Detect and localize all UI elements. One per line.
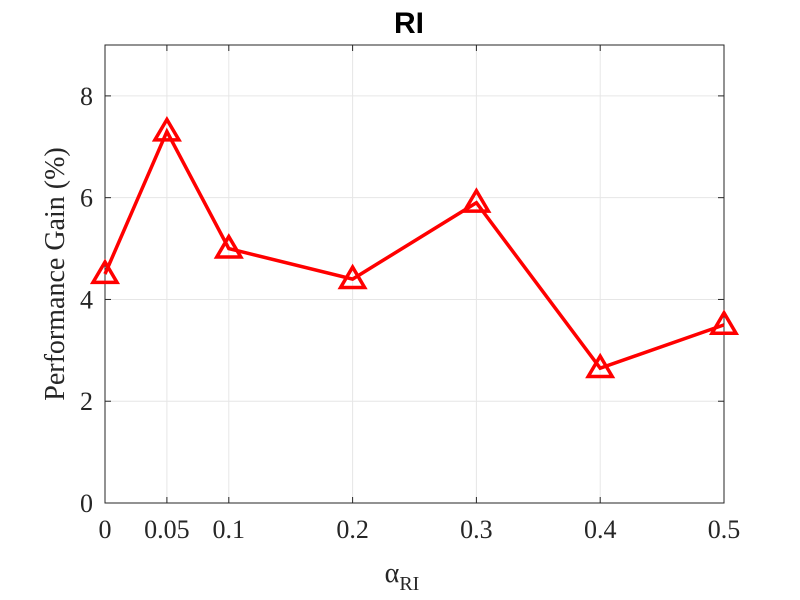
data-point-marker bbox=[89, 258, 121, 285]
y-tick-label: 4 bbox=[80, 285, 93, 314]
x-tick-label: 0.5 bbox=[708, 515, 741, 544]
data-point-marker bbox=[708, 309, 740, 336]
y-tick-label: 0 bbox=[80, 489, 93, 518]
y-axis-label: Performance Gain (%) bbox=[40, 147, 71, 400]
x-tick-label: 0.1 bbox=[213, 515, 246, 544]
x-tick-label: 0.4 bbox=[584, 515, 617, 544]
data-point-marker bbox=[461, 187, 492, 213]
x-tick-label: 0.3 bbox=[460, 515, 493, 544]
data-point-marker bbox=[151, 116, 182, 142]
x-tick-labels: 0 0.05 0.1 0.2 0.3 0.4 0.5 bbox=[99, 515, 741, 544]
data-point-marker bbox=[213, 233, 244, 259]
series-line bbox=[103, 127, 725, 371]
data-point-marker bbox=[337, 263, 368, 290]
x-tick-label: 0 bbox=[99, 515, 112, 544]
x-tick-label: 0.2 bbox=[336, 515, 369, 544]
x-axis-label-subscript: RI bbox=[399, 573, 419, 595]
y-tick-labels: 0 2 4 6 8 bbox=[80, 82, 93, 518]
y-tick-label: 8 bbox=[80, 82, 93, 111]
x-axis-label-base: α bbox=[385, 558, 400, 589]
x-axis-label: αRI bbox=[385, 558, 420, 595]
data-point-marker bbox=[585, 352, 616, 379]
y-tick-label: 2 bbox=[80, 387, 93, 416]
y-tick-label: 6 bbox=[80, 184, 93, 213]
chart-title: RI bbox=[394, 7, 424, 40]
x-tick-label: 0.05 bbox=[144, 515, 190, 544]
series bbox=[89, 116, 740, 379]
plot-area bbox=[105, 45, 724, 503]
